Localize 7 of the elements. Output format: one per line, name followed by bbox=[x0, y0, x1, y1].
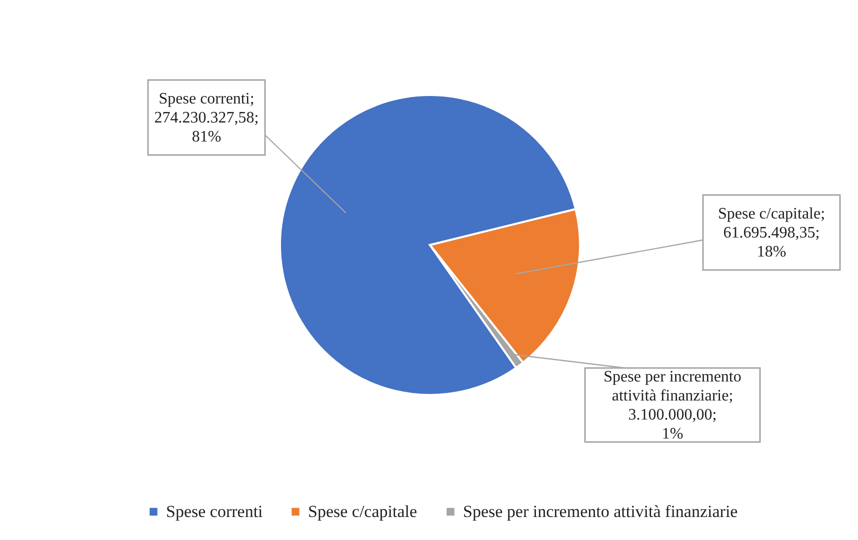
pie-slice bbox=[279, 94, 577, 396]
legend-label: Spese per incremento attività finanziarie bbox=[463, 502, 738, 521]
data-label: Spese c/capitale; 61.695.498,35; 18% bbox=[718, 206, 826, 260]
legend-label: Spese c/capitale bbox=[308, 502, 418, 521]
data-label: Spese correnti; 274.230.327,58; 81% bbox=[154, 90, 259, 146]
legend-label: Spese correnti bbox=[166, 502, 264, 521]
data-label: Spese per incremento attività finanziarie; 3.100.000,00; 1% bbox=[604, 368, 742, 442]
